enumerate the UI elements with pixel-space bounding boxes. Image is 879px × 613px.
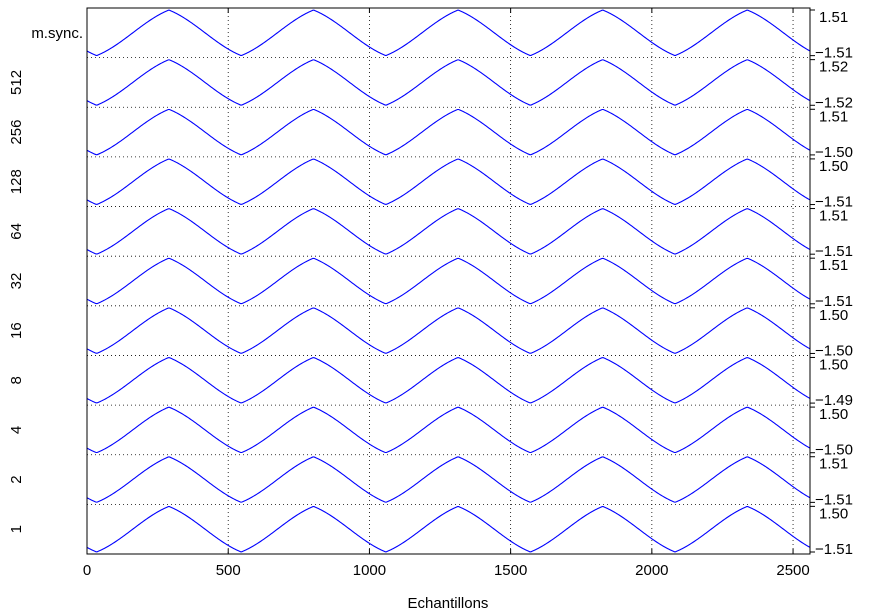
series-max-label: 1.50 [819,158,848,175]
series-line-4 [86,406,811,454]
series-max-label: 1.51 [819,456,848,473]
series-min-label: −1.51 [815,541,853,558]
series-max-label: 1.51 [819,257,848,274]
series-line-1 [86,506,811,553]
series-line-16 [86,307,811,354]
series-line-2 [86,456,811,503]
x-tick-label: 500 [216,562,241,579]
series-name-label: 1 [8,525,25,533]
series-line-8 [86,357,811,404]
x-tick-label: 2000 [635,562,668,579]
x-axis-ticks: 0 500 1000 1500 2000 2500 [83,8,815,579]
series-max-label: 1.50 [819,505,848,522]
series-max-label: 1.50 [819,406,848,423]
series-max-label: 1.51 [819,208,848,225]
series-line-32 [86,257,811,305]
grid [87,8,810,554]
series-min-label: −1.49 [815,392,853,409]
series-name-label: 256 [8,120,25,145]
series-name-label: 4 [8,426,25,434]
series-min-label: −1.51 [815,243,853,260]
series-name-label: 2 [8,475,25,483]
series-min-label: −1.51 [815,45,853,62]
series-min-label: −1.51 [815,293,853,310]
series-line-msync [86,9,811,56]
series-min-label: −1.52 [815,94,853,111]
x-tick-label: 0 [83,562,91,579]
series-max-label: 1.52 [819,59,848,76]
x-tick-label: 1000 [353,562,386,579]
series-line-128 [86,158,811,205]
series-name-label: 64 [8,223,25,240]
plot-frame [86,7,811,555]
series-max-label: 1.51 [819,9,848,26]
row-labels: 1.51−1.51m.sync.1.52−1.525121.51−1.50256… [8,9,853,558]
series-min-label: −1.50 [815,144,853,161]
series-name-label: 8 [8,376,25,384]
series-name-label: 128 [8,169,25,194]
series-min-label: −1.50 [815,342,853,359]
series-line-64 [86,208,811,255]
x-tick-label: 1500 [494,562,527,579]
series-max-label: 1.51 [819,108,848,125]
x-tick-label: 2500 [776,562,809,579]
series-name-label: m.sync. [31,25,83,42]
series-min-label: −1.51 [815,194,853,211]
series-name-label: 512 [8,70,25,95]
series-min-label: −1.51 [815,491,853,508]
series-max-label: 1.50 [819,307,848,324]
series-name-label: 16 [8,322,25,339]
series-min-label: −1.50 [815,442,853,459]
x-axis-label: Echantillons [408,595,489,612]
series-line-256 [86,108,811,156]
series-max-label: 1.50 [819,356,848,373]
series-name-label: 32 [8,273,25,290]
series-lines [86,9,811,553]
series-line-512 [86,59,811,106]
